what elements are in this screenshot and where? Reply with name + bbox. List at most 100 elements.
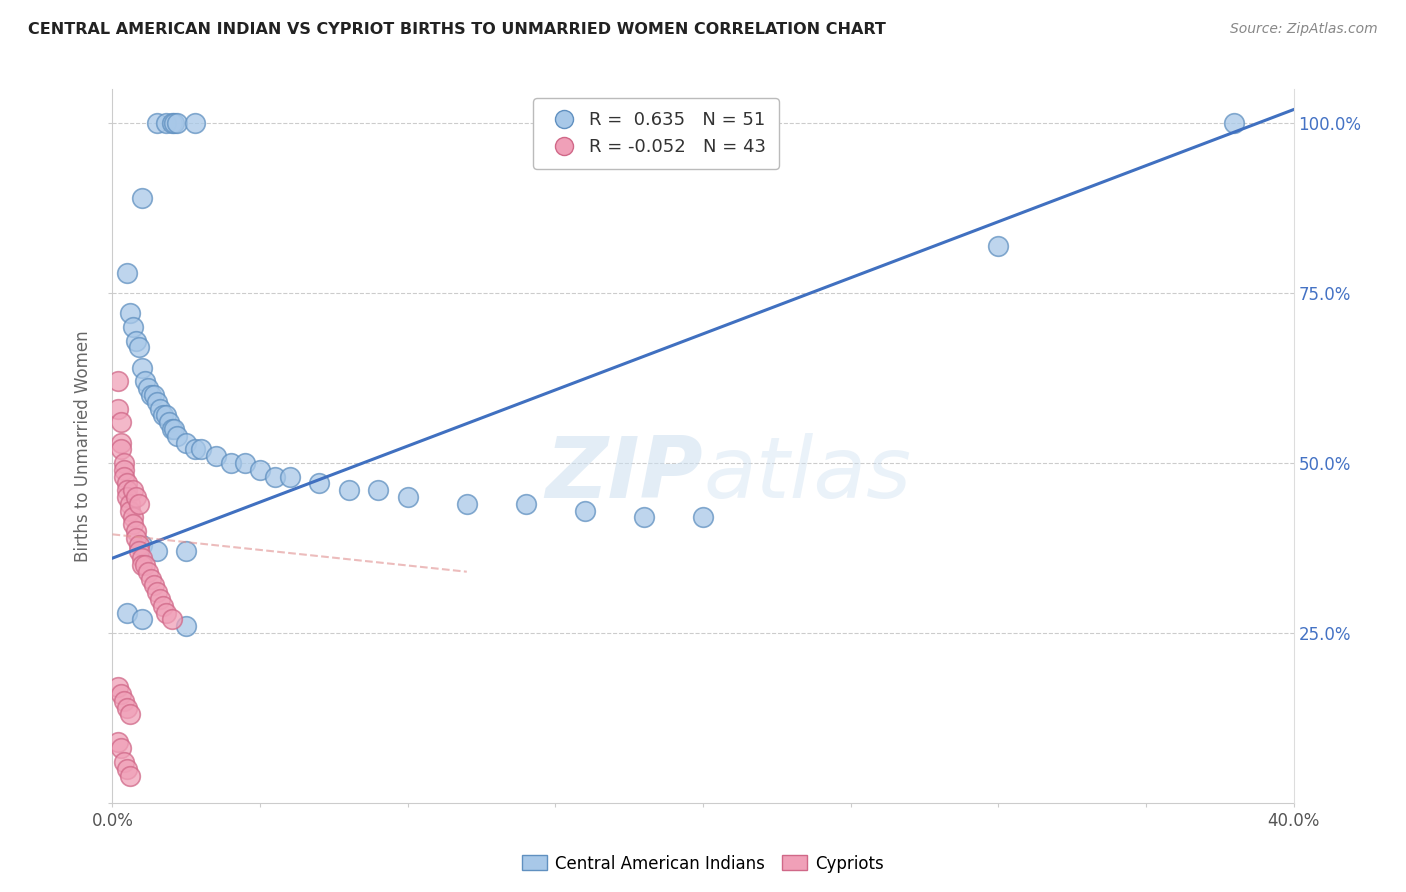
Point: [131, 551, 153, 566]
Point: [190, 442, 212, 457]
Text: Source: ZipAtlas.com: Source: ZipAtlas.com: [1230, 22, 1378, 37]
Point: [120, 707, 142, 722]
Y-axis label: Births to Unmarried Women: Births to Unmarried Women: [75, 330, 93, 562]
Point: [160, 116, 183, 130]
Point: [166, 429, 188, 443]
Point: [155, 116, 177, 130]
Point: [184, 442, 207, 457]
Point: [146, 116, 169, 130]
Point: [125, 334, 148, 348]
Point: [128, 544, 150, 558]
Point: [633, 510, 655, 524]
Legend: Central American Indians, Cypriots: Central American Indians, Cypriots: [516, 848, 890, 880]
Point: [122, 483, 145, 498]
Point: [692, 510, 714, 524]
Point: [134, 375, 156, 389]
Point: [155, 606, 177, 620]
Point: [146, 544, 169, 558]
Point: [134, 558, 156, 572]
Point: [987, 238, 1010, 252]
Point: [264, 469, 287, 483]
Point: [117, 762, 138, 776]
Point: [174, 435, 197, 450]
Point: [112, 694, 135, 708]
Point: [149, 401, 172, 416]
Point: [249, 463, 271, 477]
Point: [131, 191, 153, 205]
Point: [122, 510, 145, 524]
Point: [139, 388, 162, 402]
Point: [128, 341, 150, 355]
Point: [107, 680, 129, 694]
Point: [174, 619, 197, 633]
Point: [146, 394, 169, 409]
Point: [122, 320, 145, 334]
Point: [308, 476, 330, 491]
Point: [278, 469, 301, 483]
Point: [120, 497, 142, 511]
Point: [152, 409, 174, 423]
Point: [219, 456, 242, 470]
Point: [131, 612, 153, 626]
Point: [160, 612, 183, 626]
Point: [1223, 116, 1246, 130]
Point: [184, 116, 207, 130]
Point: [112, 755, 135, 769]
Point: [337, 483, 360, 498]
Point: [367, 483, 389, 498]
Point: [456, 497, 478, 511]
Point: [110, 741, 132, 756]
Point: [157, 415, 180, 429]
Point: [112, 469, 135, 483]
Point: [396, 490, 419, 504]
Point: [110, 687, 132, 701]
Point: [163, 422, 186, 436]
Point: [166, 116, 188, 130]
Point: [107, 375, 129, 389]
Point: [117, 606, 138, 620]
Point: [107, 734, 129, 748]
Point: [155, 409, 177, 423]
Point: [107, 401, 129, 416]
Point: [142, 578, 165, 592]
Text: ZIP: ZIP: [546, 433, 703, 516]
Point: [131, 360, 153, 375]
Point: [136, 381, 159, 395]
Point: [117, 476, 138, 491]
Point: [125, 531, 148, 545]
Point: [110, 435, 132, 450]
Text: atlas: atlas: [703, 433, 911, 516]
Point: [136, 565, 159, 579]
Point: [574, 503, 596, 517]
Point: [174, 544, 197, 558]
Text: CENTRAL AMERICAN INDIAN VS CYPRIOT BIRTHS TO UNMARRIED WOMEN CORRELATION CHART: CENTRAL AMERICAN INDIAN VS CYPRIOT BIRTH…: [28, 22, 886, 37]
Point: [146, 585, 169, 599]
Point: [110, 415, 132, 429]
Point: [117, 266, 138, 280]
Point: [131, 558, 153, 572]
Point: [233, 456, 256, 470]
Point: [128, 537, 150, 551]
Point: [125, 524, 148, 538]
Point: [125, 490, 148, 504]
Point: [112, 463, 135, 477]
Point: [142, 388, 165, 402]
Point: [117, 490, 138, 504]
Point: [110, 442, 132, 457]
Point: [152, 599, 174, 613]
Point: [160, 422, 183, 436]
Point: [120, 306, 142, 320]
Point: [139, 572, 162, 586]
Point: [120, 769, 142, 783]
Point: [120, 503, 142, 517]
Legend: R =  0.635   N = 51, R = -0.052   N = 43: R = 0.635 N = 51, R = -0.052 N = 43: [533, 98, 779, 169]
Point: [131, 537, 153, 551]
Point: [117, 483, 138, 498]
Point: [205, 449, 228, 463]
Point: [112, 456, 135, 470]
Point: [163, 116, 186, 130]
Point: [149, 591, 172, 606]
Point: [515, 497, 537, 511]
Point: [117, 700, 138, 714]
Point: [122, 517, 145, 532]
